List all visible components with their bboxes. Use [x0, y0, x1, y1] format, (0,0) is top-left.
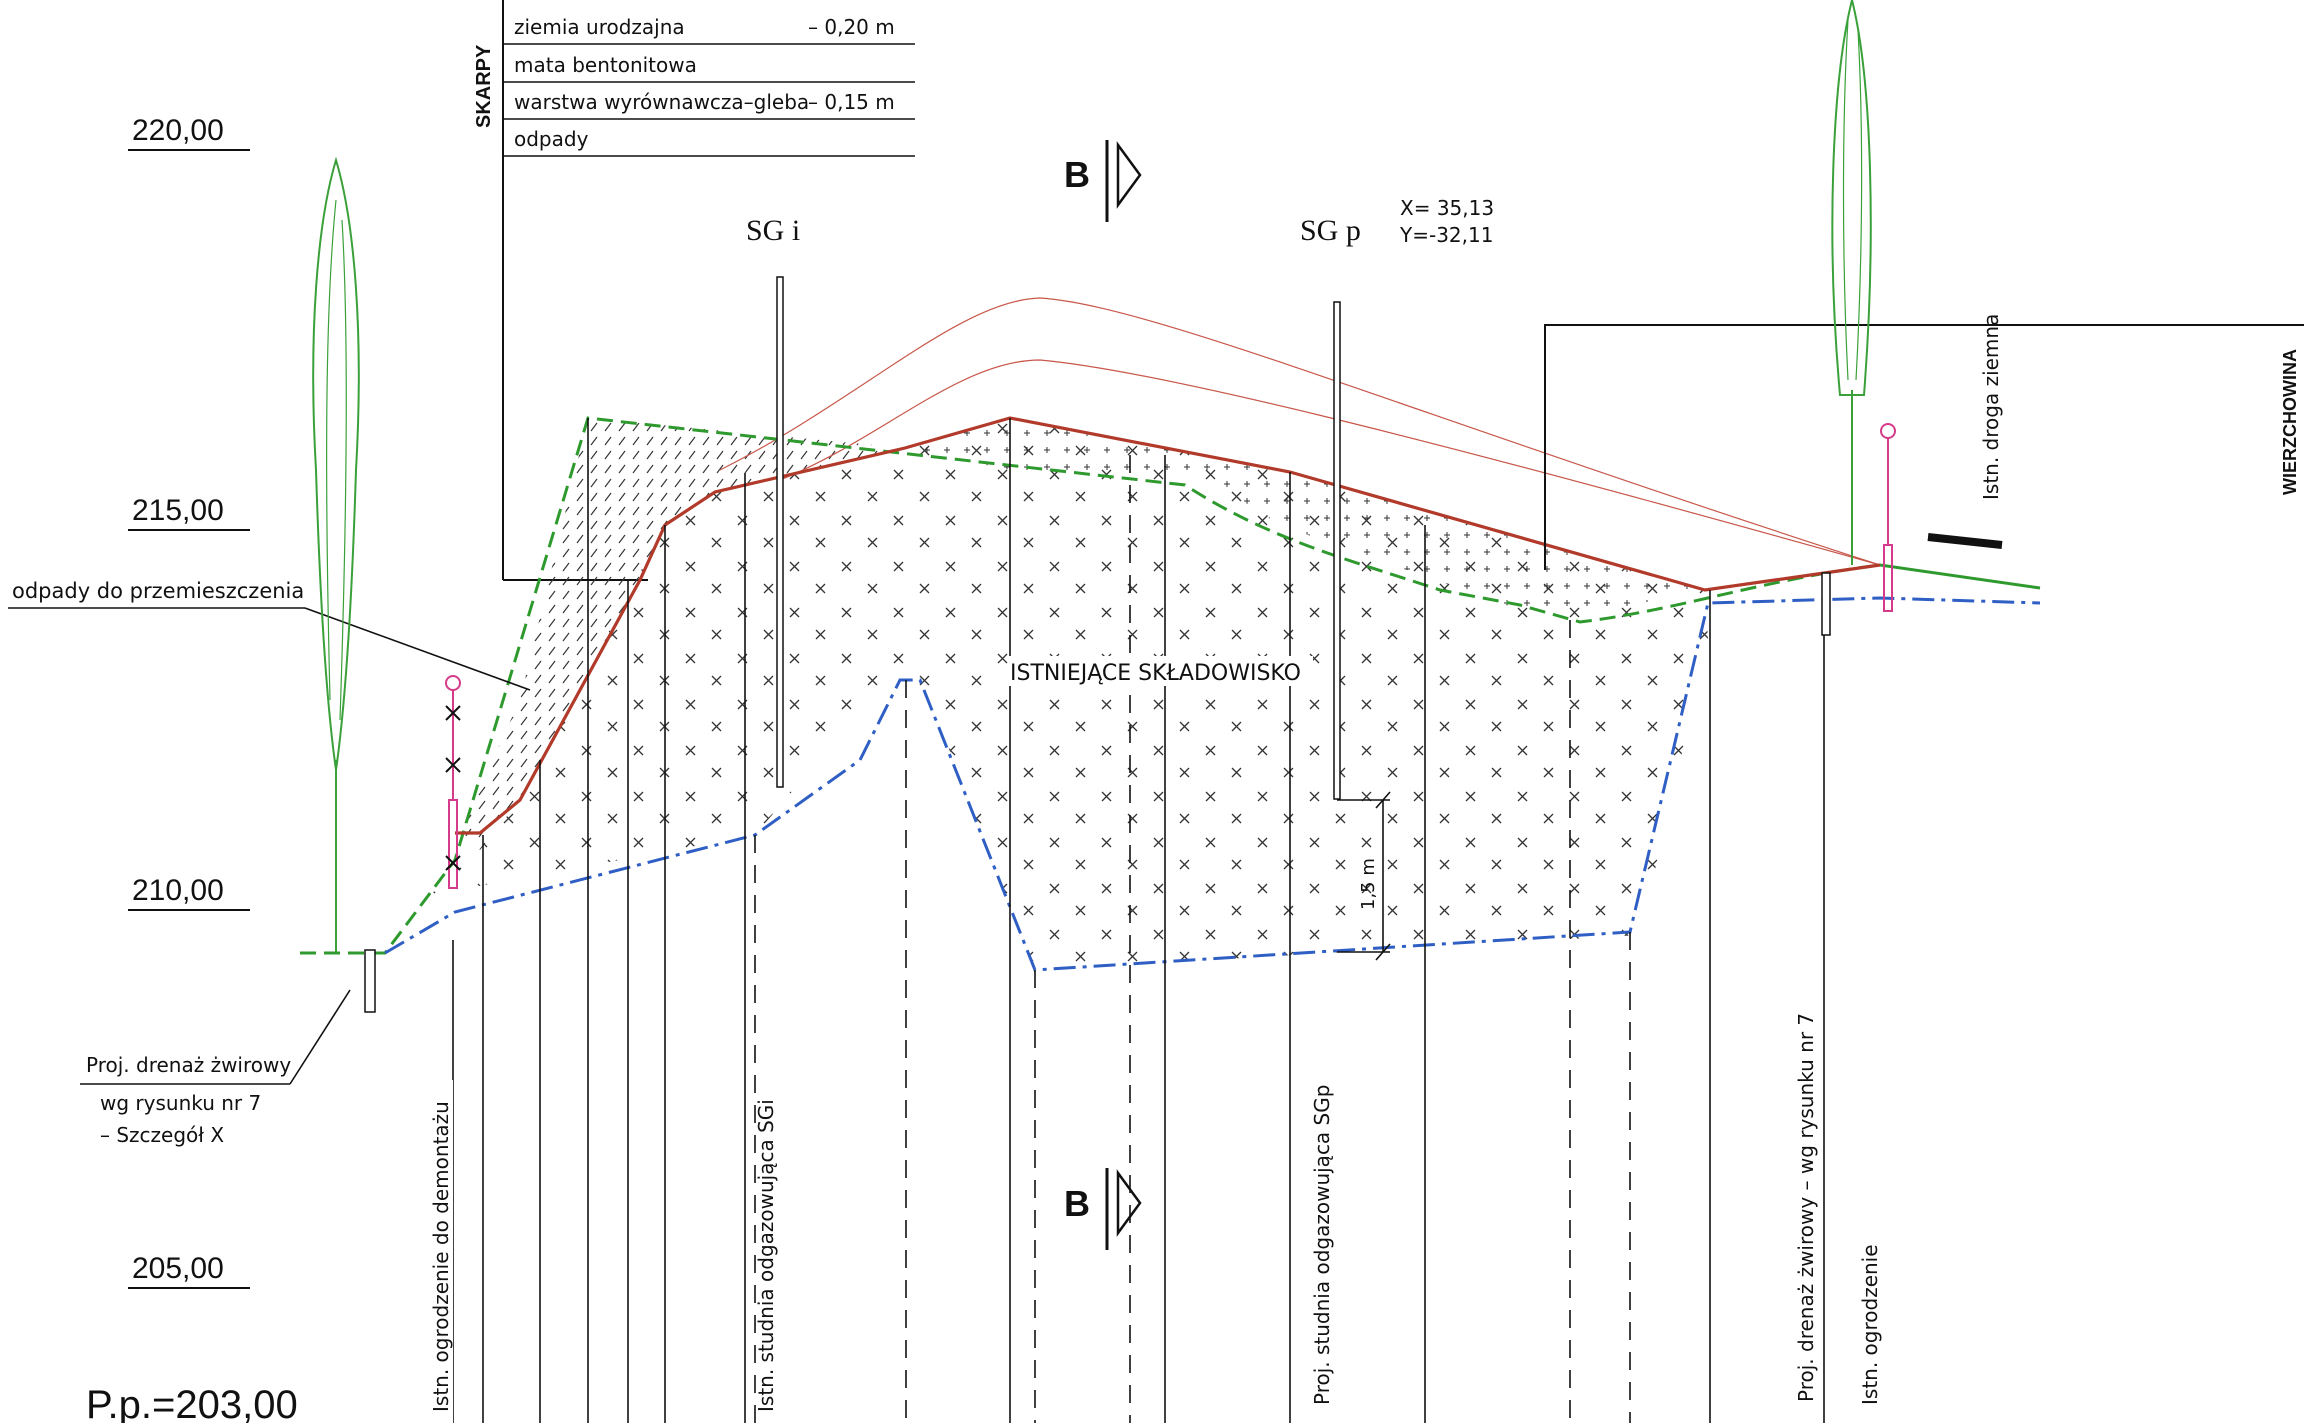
drain-left-label-3: – Szczegół X	[100, 1123, 224, 1147]
road-label: Istn. droga ziemna	[1979, 314, 2003, 500]
profile-upper-curve-1	[719, 297, 1881, 566]
elevation-label-210: 210,00	[132, 874, 224, 907]
drain-left-label-1: Proj. drenaż żwirowy	[86, 1053, 291, 1077]
svg-text:B: B	[1064, 1183, 1090, 1224]
dimension-1-5m: 1,5 m	[1337, 791, 1391, 961]
layer-name-4: odpady	[514, 127, 589, 151]
profile-upper-curve-2	[779, 359, 1881, 566]
well-sgp: SG p X= 35,13 Y=-32,11	[1300, 196, 1494, 800]
skarpy-title: SKARPY	[473, 44, 495, 128]
well-sgp-y: Y=-32,11	[1399, 223, 1493, 247]
elevation-scale: 220,00 215,00 210,00 205,00 P.p.=203,00	[86, 114, 298, 1423]
fence-left	[445, 675, 461, 889]
dashed-section-lines	[754, 455, 1631, 1423]
existing-road-mark	[1927, 533, 2003, 549]
well-sgp-label: SG p	[1300, 214, 1361, 247]
layer-name-2: mata bentonitowa	[514, 53, 697, 77]
terrain-right-line	[1879, 563, 2041, 590]
elevation-label-205: 205,00	[132, 1252, 224, 1285]
wierzchowina-label: WIERZCHOWINA	[2280, 349, 2300, 495]
tree-left	[312, 156, 360, 953]
layer-name-1: ziemia urodzajna	[514, 15, 685, 39]
section-marker-b-bottom: B	[1064, 1168, 1142, 1250]
waste-base-line	[384, 596, 2041, 972]
elevation-label-220: 220,00	[132, 114, 224, 147]
well-sgp-x: X= 35,13	[1400, 196, 1494, 220]
fence-right	[1880, 423, 1896, 612]
main-label-bg	[1008, 656, 1313, 686]
label-well-sgp: Proj. studnia odgazowująca SGp	[1310, 1085, 1334, 1405]
section-marker-b-top: B	[1064, 140, 1142, 222]
tree-right	[1831, 0, 1872, 565]
layer-thickness-3: – 0,15 m	[808, 90, 895, 114]
well-sgi-label: SG i	[746, 214, 800, 247]
displaced-waste-hatch	[460, 418, 905, 850]
svg-text:B: B	[1064, 154, 1090, 195]
vertical-labels: Istn. ogrodzenie do demontażu Istn. stud…	[429, 985, 1882, 1423]
well-sgi: SG i	[746, 214, 800, 788]
label-fence-removal: Istn. ogrodzenie do demontażu	[429, 1101, 453, 1412]
existing-landfill-label: ISTNIEJĄCE SKŁADOWISKO	[1010, 661, 1301, 686]
wierzchowina-leader	[1544, 324, 2304, 570]
drain-left	[364, 949, 376, 1013]
drain-left-label-2: wg rysunku nr 7	[100, 1091, 261, 1115]
drain-right	[1821, 572, 1831, 636]
layer-thickness-1: – 0,20 m	[808, 15, 895, 39]
dimension-1-5m-label: 1,5 m	[1358, 858, 1379, 910]
displaced-waste-label: odpady do przemieszczenia	[12, 579, 304, 603]
layer-name-3: warstwa wyrównawcza–gleba	[514, 90, 809, 114]
label-drain-right: Proj. drenaż żwirowy – wg rysunku nr 7	[1794, 1013, 1818, 1402]
skarpy-layer-table: SKARPY ziemia urodzajna – 0,20 m mata be…	[473, 0, 915, 581]
base-level-label: P.p.=203,00	[86, 1383, 298, 1423]
designed-profile-line	[455, 416, 1881, 835]
label-fence-right: Istn. ogrodzenie	[1858, 1244, 1882, 1405]
elevation-label-215: 215,00	[132, 494, 224, 527]
label-well-sgi: Istn. studnia odgazowująca SGi	[754, 1099, 778, 1412]
existing-terrain-line	[300, 416, 1881, 955]
cap-fill-hatch	[905, 418, 1705, 620]
